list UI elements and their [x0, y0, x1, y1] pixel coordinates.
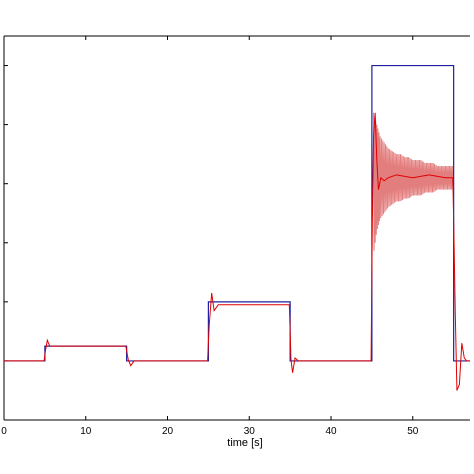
response-signal-line: [4, 112, 470, 391]
x-tick-label: 40: [325, 426, 337, 437]
plot-area: 0 10 20 30 40 50: [1, 35, 470, 437]
x-axis-title: time [s]: [227, 437, 262, 449]
x-tick-label: 50: [407, 426, 419, 437]
x-tick-label: 20: [162, 426, 174, 437]
x-tick-label: 0: [1, 426, 7, 437]
x-tick-label: 10: [80, 426, 92, 437]
x-tick-label: 30: [244, 426, 256, 437]
